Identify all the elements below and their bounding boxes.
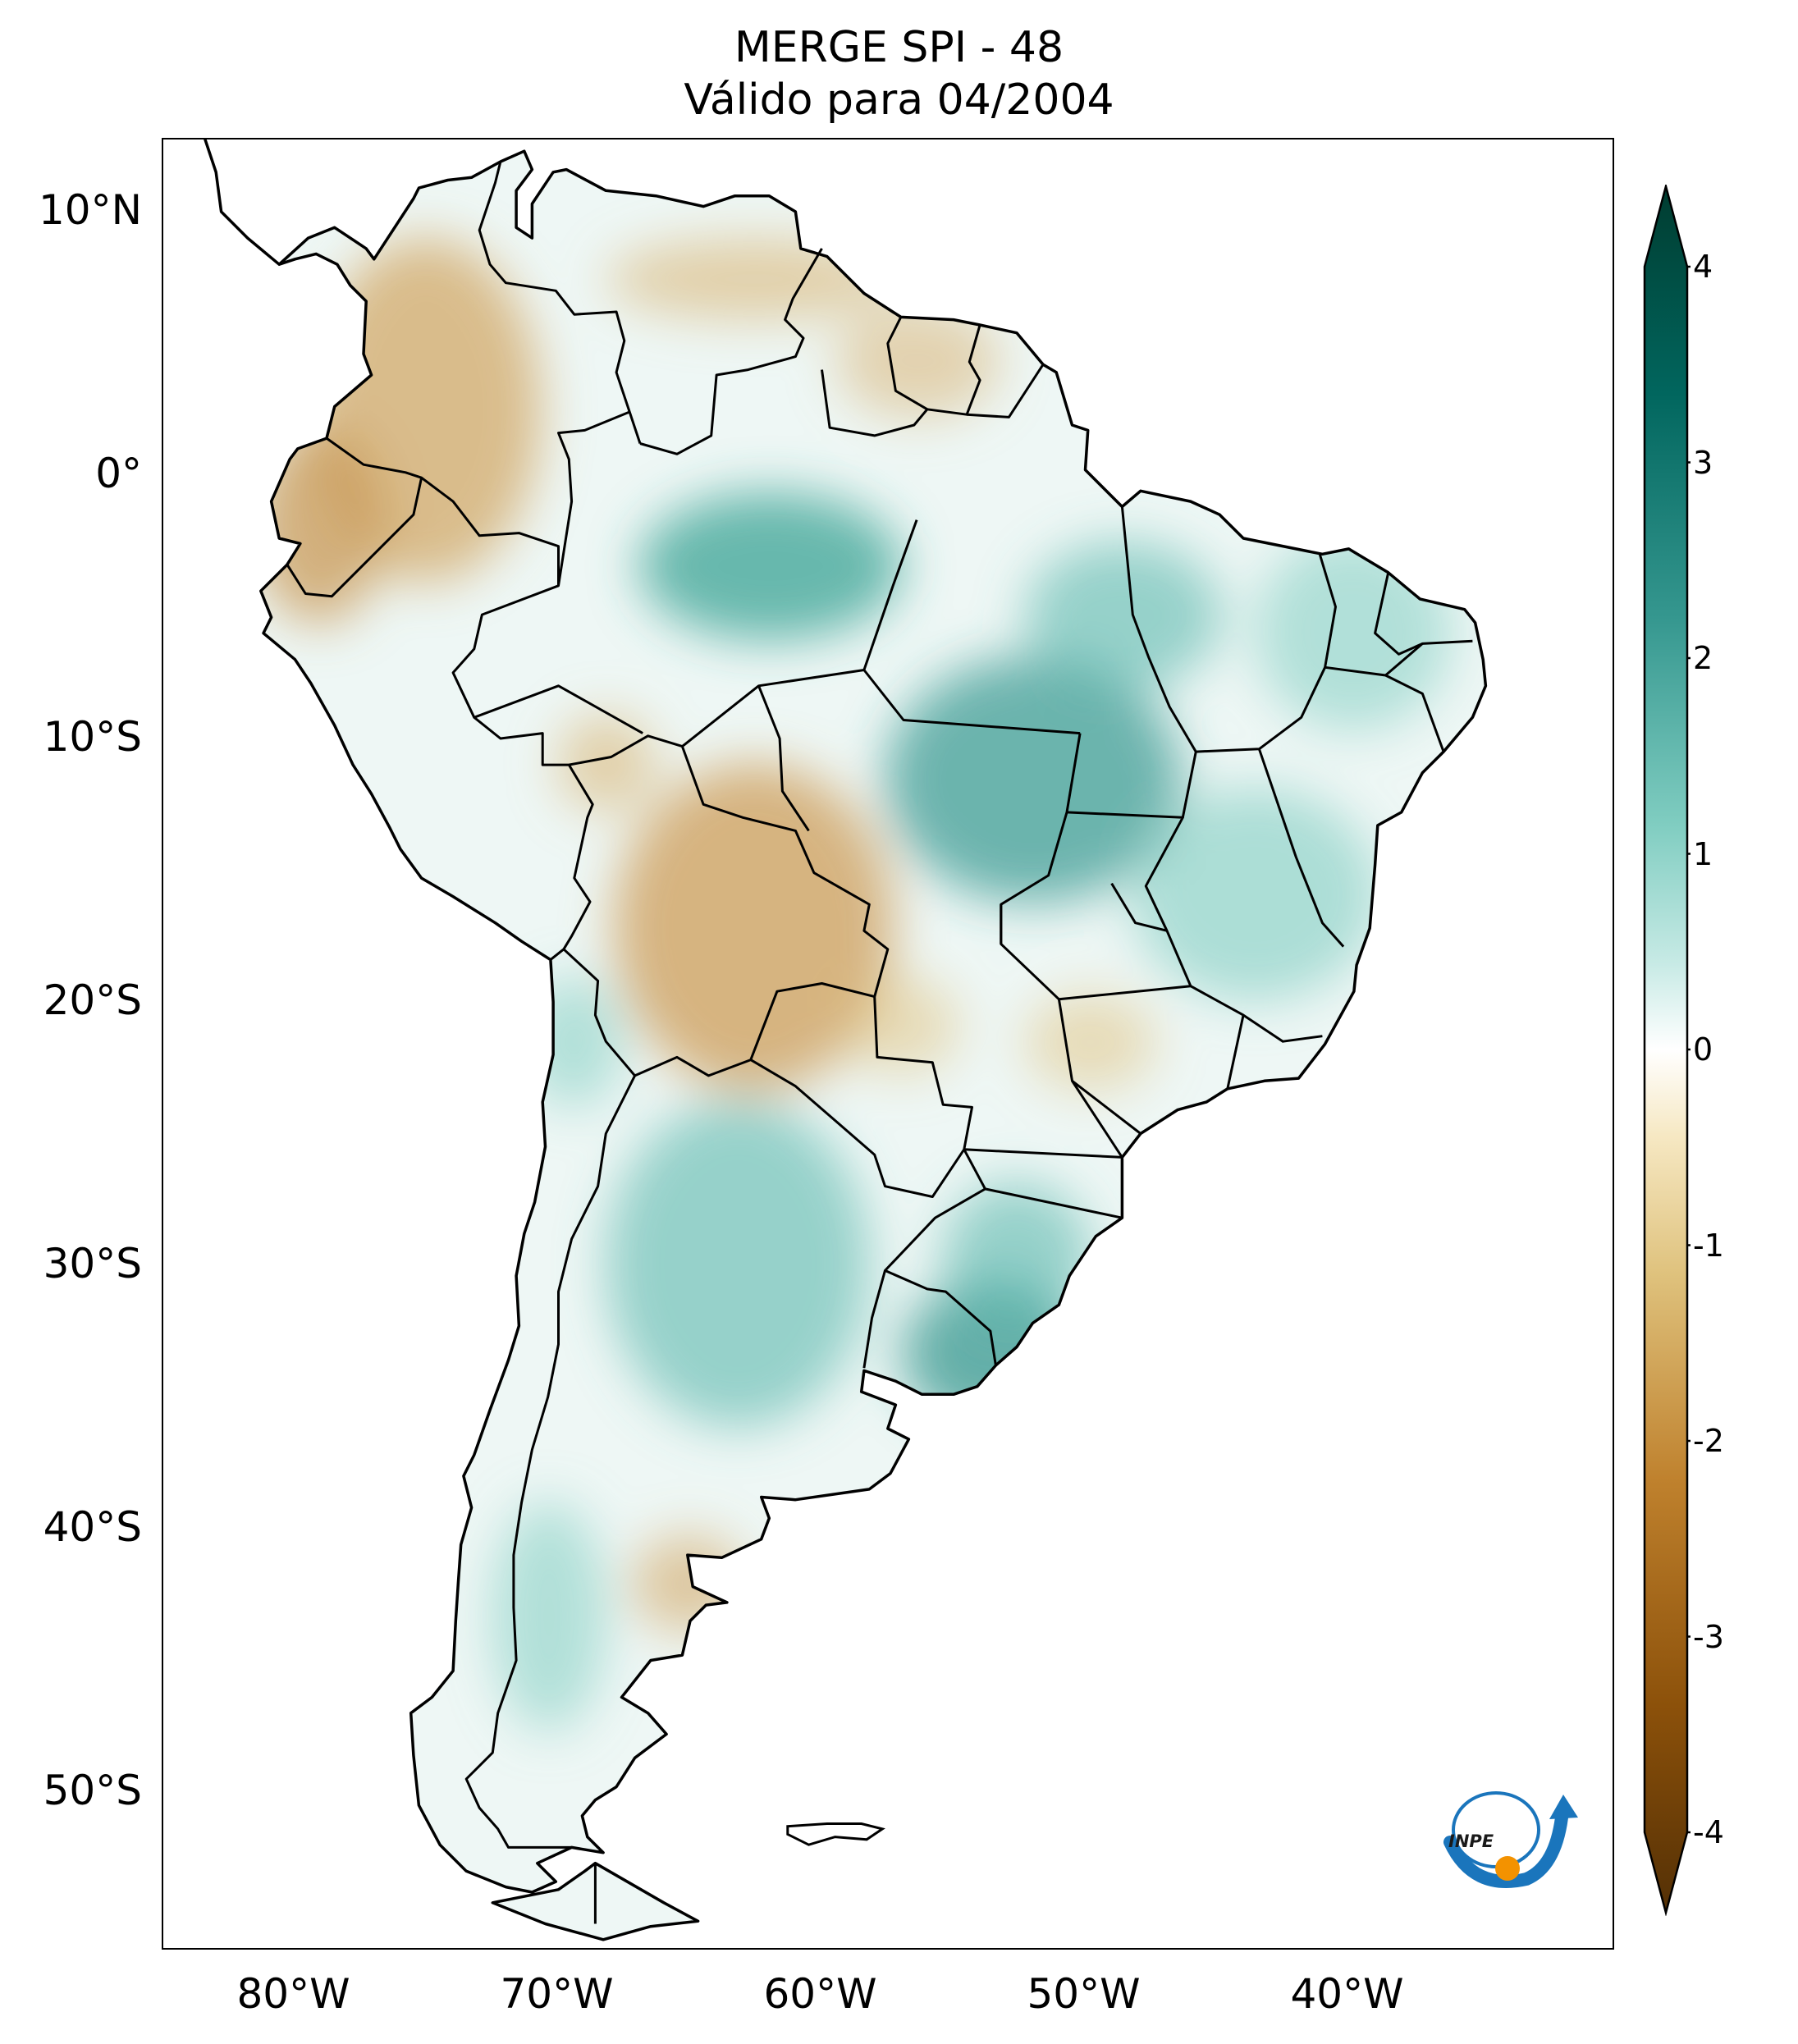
border-line — [821, 316, 929, 437]
border-line — [451, 584, 594, 961]
border-line — [1374, 572, 1473, 656]
border-line — [478, 161, 642, 444]
border-line — [1120, 506, 1197, 818]
border-line — [926, 364, 1045, 418]
wet-anomaly-bahia — [1132, 788, 1378, 1001]
logo-arrow-icon — [1549, 1795, 1578, 1819]
border-line — [757, 685, 810, 832]
wet-anomaly-mato-grosso — [885, 656, 1181, 903]
border-line — [562, 948, 876, 1077]
lon-tick-label: 80°W — [236, 1970, 350, 2018]
continent-coastline — [204, 139, 1488, 1941]
border-line — [464, 1075, 636, 1849]
lat-tick-label: 40°S — [43, 1503, 142, 1551]
dry-anomaly-bolivia — [615, 763, 894, 1091]
colorbar-tick-label: 1 — [1693, 835, 1713, 872]
map-title: MERGE SPI - 48 — [734, 23, 1064, 72]
border-line — [1324, 665, 1445, 752]
border-line — [286, 477, 423, 598]
spi-anomaly-patches — [260, 238, 1452, 1731]
map-canvas — [204, 139, 1488, 1941]
colorbar-tick-label: 3 — [1693, 444, 1713, 481]
lon-tick-label: 70°W — [500, 1970, 614, 2018]
border-line — [965, 324, 981, 415]
lon-tick-label: 40°W — [1290, 1970, 1404, 2018]
lon-tick-label: 50°W — [1027, 1970, 1141, 2018]
lat-tick-label: 20°S — [43, 976, 142, 1024]
border-line — [1071, 1080, 1141, 1135]
map-area — [162, 138, 1614, 1950]
colorbar-tick-label: -1 — [1693, 1227, 1724, 1264]
border-line — [474, 684, 643, 734]
dry-anomaly-paraguay — [844, 976, 959, 1075]
colorbar-tick-label: -3 — [1693, 1618, 1724, 1655]
border-line — [1384, 642, 1424, 677]
wet-anomaly-para — [1025, 542, 1222, 689]
border-line — [862, 1269, 886, 1369]
lat-tick-label: 10°S — [43, 713, 142, 761]
lat-tick-label: 0° — [95, 450, 142, 497]
dry-anomaly-patagonia — [631, 1534, 746, 1633]
colorbar-tick-label: 4 — [1693, 249, 1713, 285]
lat-tick-label: 30°S — [43, 1240, 142, 1287]
logo-orbit — [1452, 1791, 1540, 1868]
political-borders — [286, 161, 1473, 1924]
border-line — [862, 519, 918, 670]
falkland-islands — [786, 1822, 885, 1846]
colorbar — [1643, 185, 1690, 1916]
colorbar-tick-label: 0 — [1693, 1031, 1713, 1068]
dry-anomaly-venezuela — [606, 238, 902, 320]
border-line — [1257, 748, 1345, 948]
border-line — [569, 734, 890, 998]
inpe-logo: INPE — [1443, 1791, 1578, 1888]
lon-tick-label: 60°W — [763, 1970, 877, 2018]
dry-anomaly-guyana — [836, 304, 1000, 418]
wet-anomaly-south-chile — [492, 1502, 606, 1731]
colorbar-body — [1643, 185, 1689, 1916]
border-line — [963, 1148, 1123, 1159]
border-line — [639, 248, 823, 455]
border-line — [985, 1187, 1123, 1219]
border-line — [1059, 985, 1192, 1001]
border-line — [750, 996, 973, 1198]
lat-tick-label: 10°N — [38, 186, 142, 234]
logo-swoosh — [1443, 1811, 1568, 1888]
colorbar-tick-label: -4 — [1693, 1814, 1724, 1850]
wet-anomaly-pampas — [606, 1100, 869, 1428]
border-line — [1196, 553, 1337, 753]
colorbar-tick-label: -2 — [1693, 1423, 1724, 1459]
map-subtitle: Válido para 04/2004 — [684, 75, 1114, 125]
wet-anomaly-andes — [524, 976, 623, 1108]
border-line — [1110, 882, 1168, 932]
border-line — [1226, 1014, 1245, 1090]
border-line — [326, 410, 630, 588]
wet-anomaly-northeast — [1255, 533, 1452, 730]
wet-anomaly-amazonas — [639, 492, 902, 640]
wet-anomaly-rio-grande — [943, 1182, 1091, 1329]
spi-field — [260, 151, 1486, 1940]
logo-sun-icon — [1495, 1856, 1520, 1881]
logo-text: INPE — [1448, 1831, 1494, 1851]
border-line — [884, 1149, 997, 1366]
lat-tick-label: 50°S — [43, 1767, 142, 1814]
colorbar-tick-label: 2 — [1693, 640, 1713, 676]
dry-anomaly-southeast — [1025, 993, 1156, 1091]
border-line — [1066, 811, 1323, 1043]
